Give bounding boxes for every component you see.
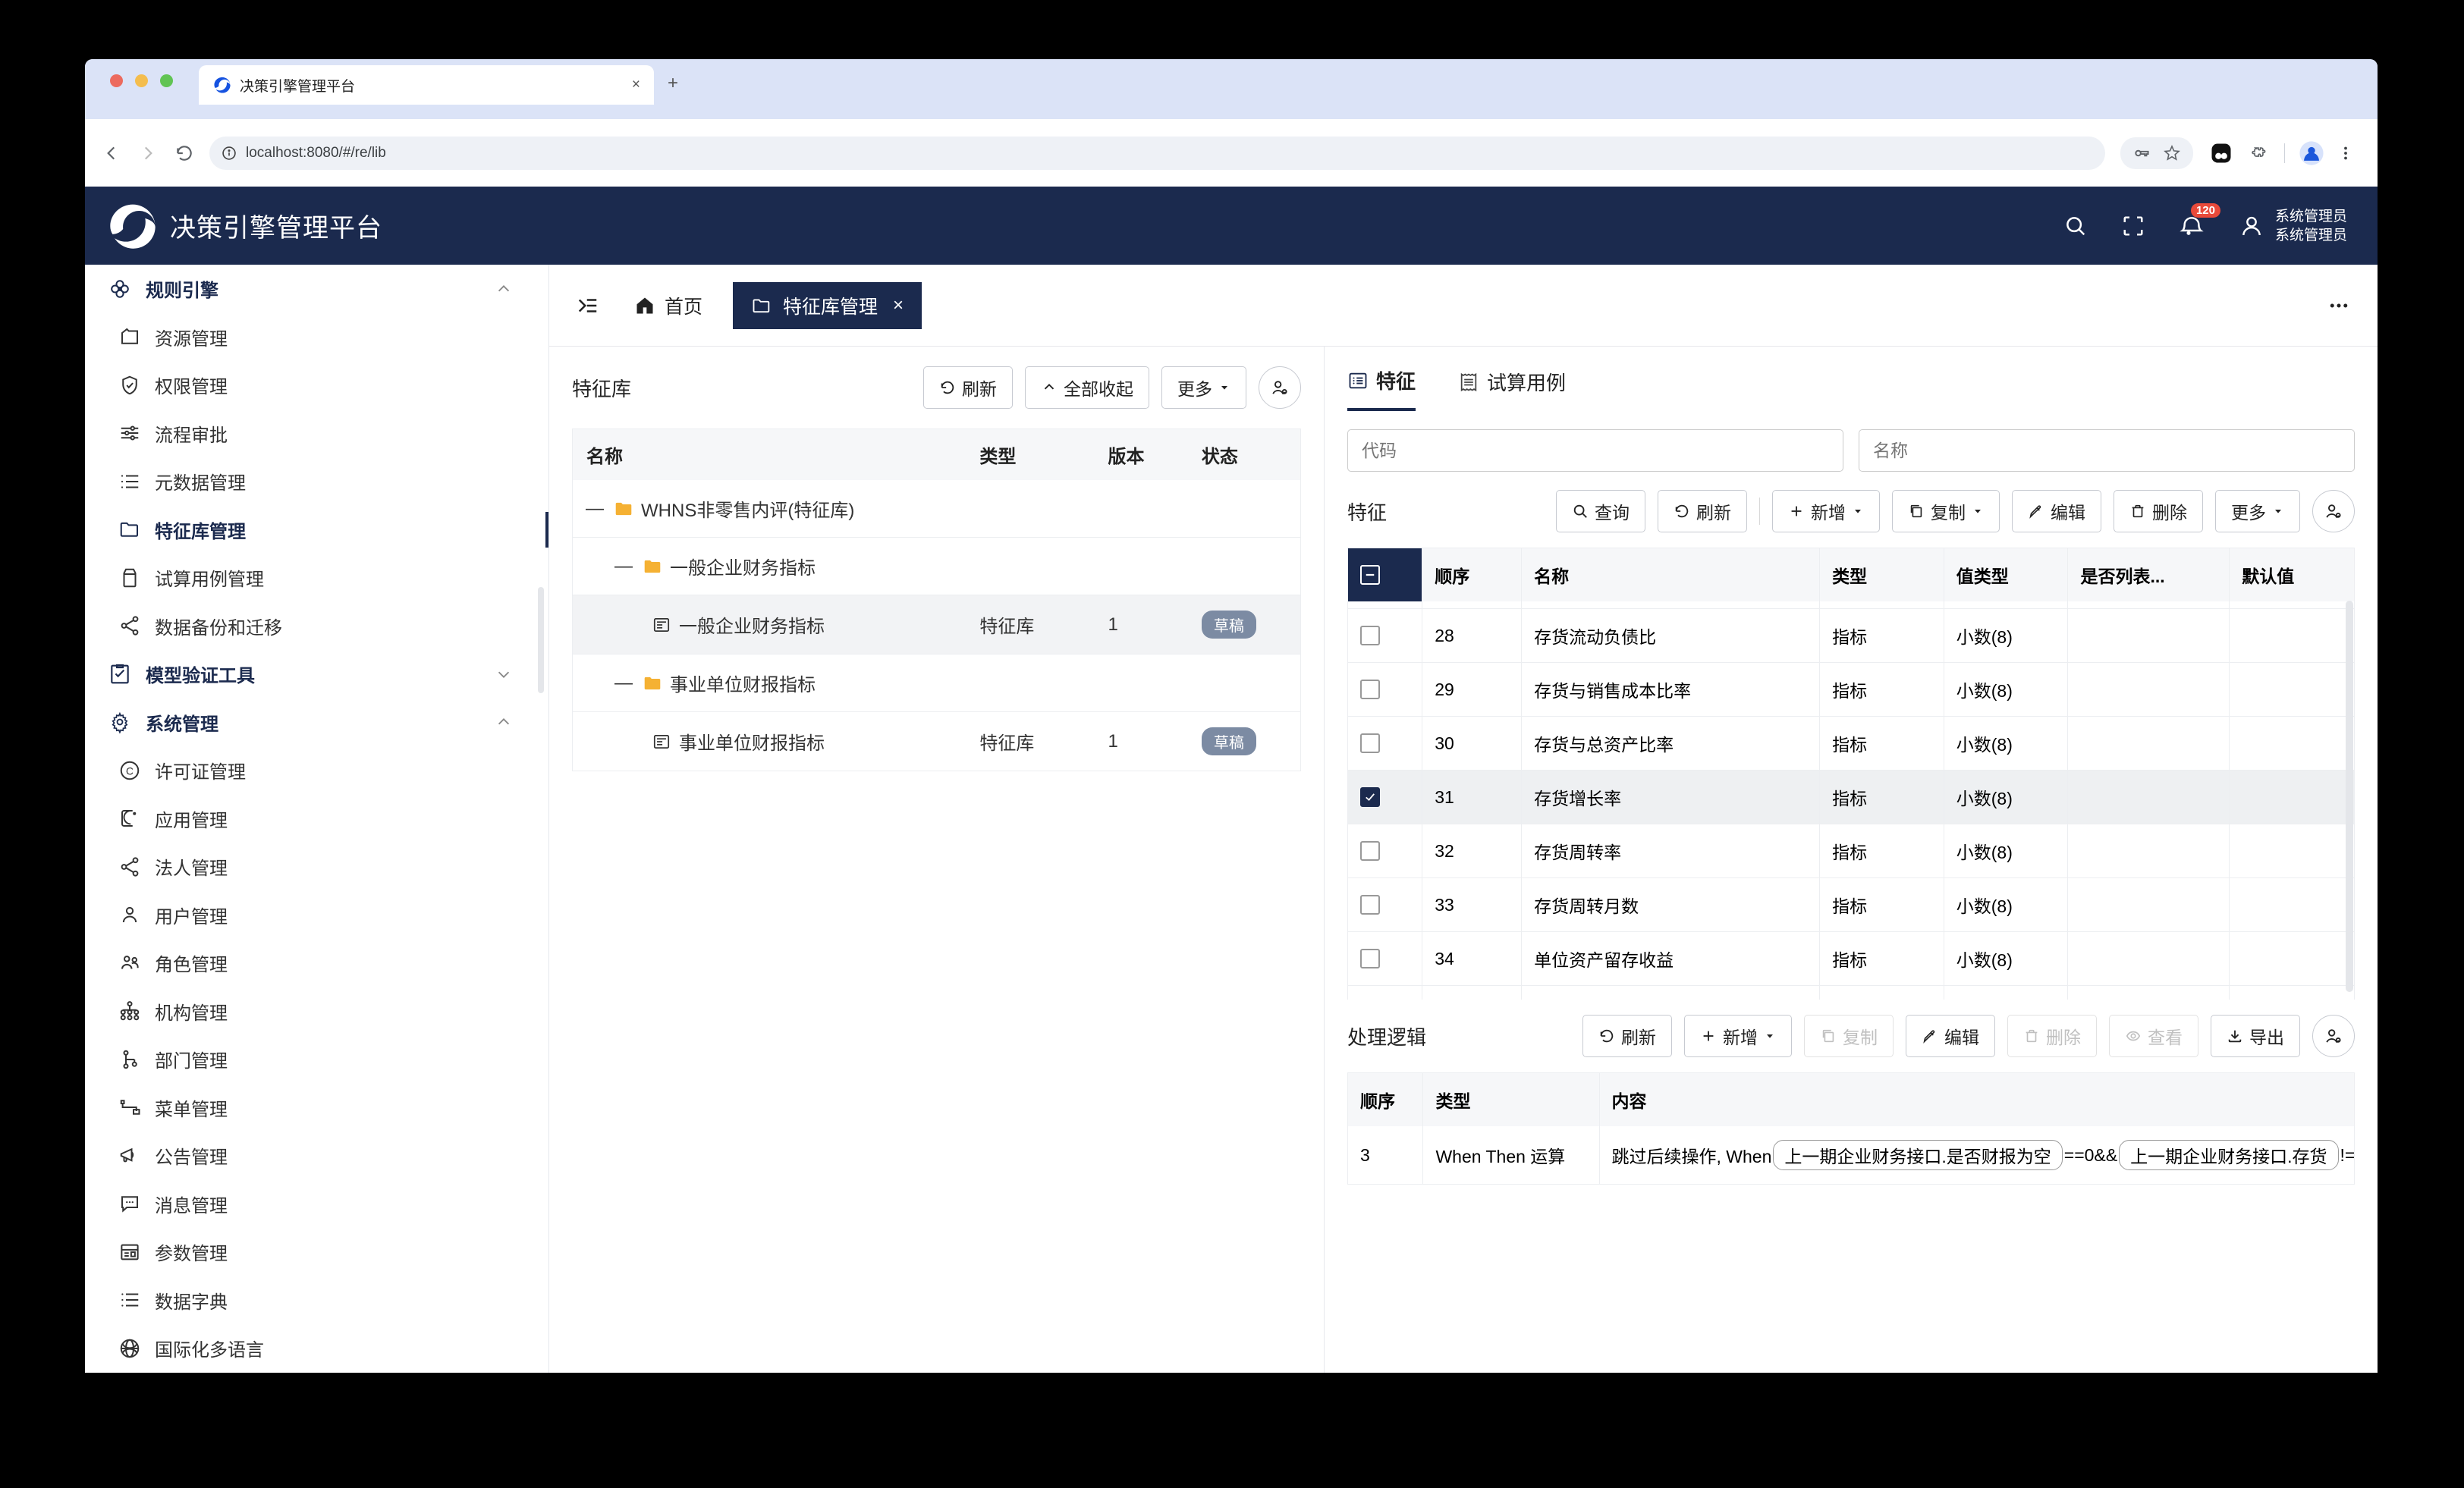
- svg-text:C: C: [126, 765, 134, 777]
